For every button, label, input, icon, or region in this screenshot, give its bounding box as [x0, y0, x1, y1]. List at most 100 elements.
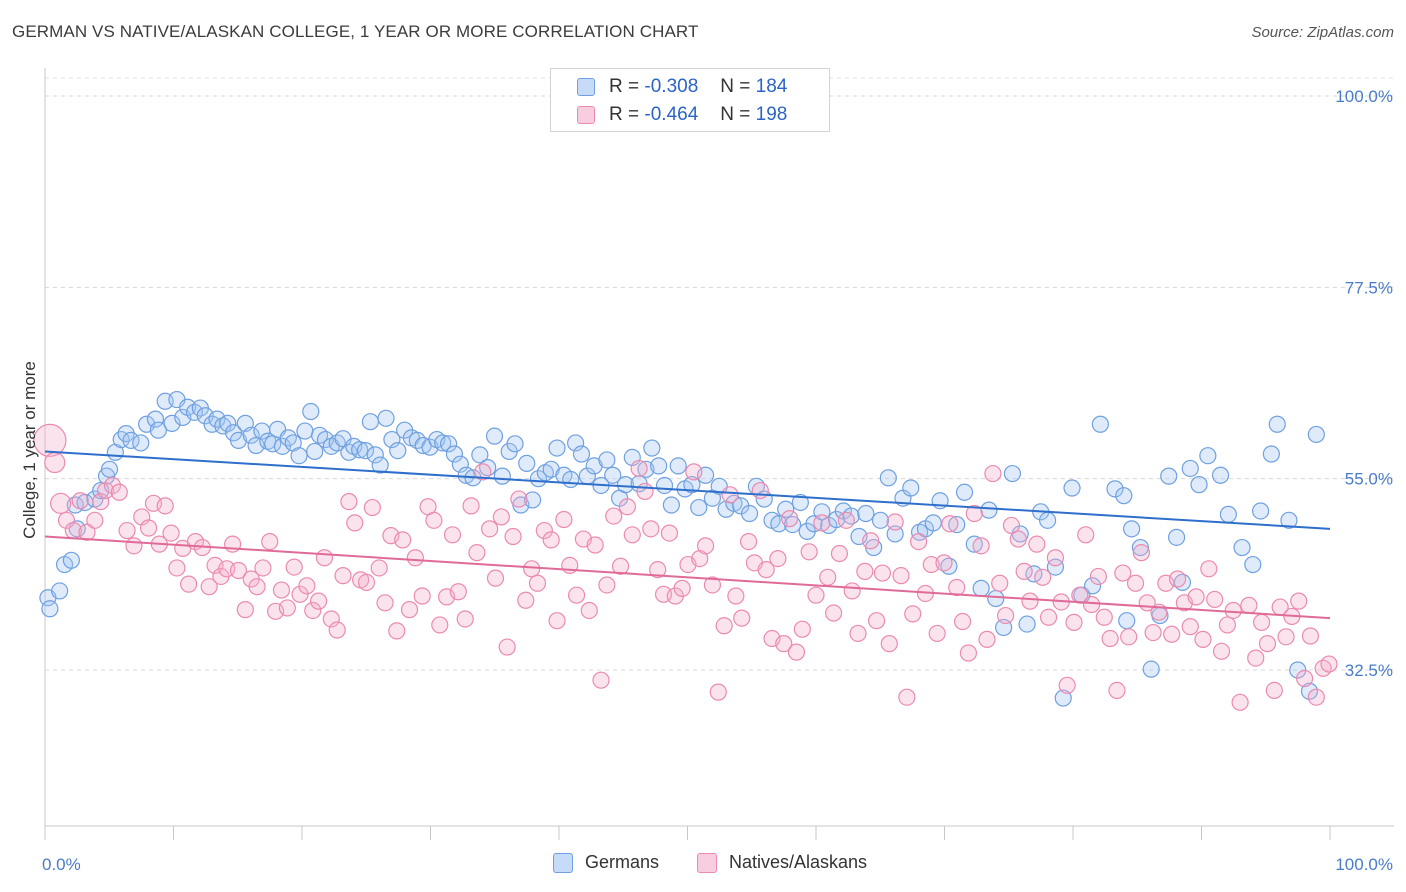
german-point [1280, 511, 1298, 529]
native-point [1247, 649, 1265, 667]
germans-swatch [553, 852, 573, 873]
german-point [1083, 577, 1102, 595]
german-point [122, 431, 140, 449]
r-value: -0.464 [644, 104, 699, 125]
native-point [1168, 570, 1187, 588]
native-point [1240, 596, 1258, 614]
german-point [1118, 612, 1136, 630]
german-point [434, 434, 452, 452]
native-point [156, 497, 174, 515]
native-point [800, 543, 818, 561]
german-point [1300, 682, 1319, 700]
legend-row-natives: R = -0.464 N = 198 [551, 101, 787, 129]
chart-title: GERMAN VS NATIVE/ALASKAN COLLEGE, 1 YEAR… [12, 22, 699, 41]
german-point [493, 467, 511, 485]
german-point [361, 413, 380, 431]
natives-points [33, 423, 1338, 711]
german-point [439, 435, 458, 453]
native-point [673, 579, 691, 597]
native-point [33, 423, 67, 457]
native-point [492, 508, 510, 526]
german-point [1199, 447, 1217, 465]
native-point [856, 562, 874, 580]
german-point [886, 525, 904, 543]
native-point [328, 621, 346, 639]
trend-lines [44, 450, 1331, 620]
native-point [413, 587, 431, 605]
german-point [296, 422, 314, 440]
native-point [357, 573, 376, 592]
german-point [572, 445, 591, 463]
german-point [1054, 689, 1072, 707]
native-point [1277, 628, 1295, 646]
german-point [669, 457, 687, 475]
native-point [125, 537, 143, 555]
native-point [775, 635, 793, 653]
native-point [1265, 681, 1283, 700]
y-tick-label: 55.0% [1345, 470, 1393, 489]
n-label: N = [720, 104, 751, 125]
native-point [660, 524, 679, 542]
native-point [630, 459, 648, 478]
native-point [984, 464, 1002, 483]
native-point [1126, 574, 1145, 592]
german-point [51, 582, 69, 600]
native-point [278, 599, 296, 617]
native-point [1252, 613, 1271, 631]
german-point [637, 460, 655, 478]
native-point [406, 549, 424, 567]
german-point [683, 476, 701, 494]
native-point [965, 504, 983, 523]
native-point [272, 581, 291, 599]
legend-item-germans: Germans [553, 852, 659, 873]
native-point [649, 561, 667, 579]
native-point [474, 463, 492, 481]
german-point [1038, 511, 1057, 529]
german-point [655, 476, 674, 495]
native-point [376, 594, 394, 612]
n-label: N = [720, 76, 751, 97]
native-point [910, 532, 928, 551]
german-point [214, 417, 232, 435]
native-point [787, 643, 806, 661]
native-point [542, 531, 560, 549]
german-point [965, 535, 983, 553]
tick-labels: 32.5% 55.0% 77.5% 100.0% 0.0% 100.0% College, … [20, 87, 1393, 874]
native-point [504, 527, 522, 546]
native-point [370, 559, 388, 577]
native-point [837, 511, 855, 529]
german-point [351, 441, 369, 459]
native-point [953, 612, 972, 631]
native-point [972, 537, 990, 555]
native-point [1320, 655, 1338, 673]
native-point [935, 554, 953, 572]
native-point [1015, 562, 1033, 580]
n-value: 198 [755, 104, 788, 125]
native-point [456, 610, 474, 628]
native-point [523, 560, 541, 578]
german-point [1190, 476, 1208, 494]
native-point [363, 498, 381, 517]
native-point [1108, 681, 1126, 700]
german-point [857, 504, 875, 523]
native-point [605, 507, 623, 525]
native-point [739, 532, 758, 551]
native-point [703, 576, 722, 594]
native-point [44, 451, 66, 474]
native-point [1307, 688, 1325, 706]
native-point [819, 568, 837, 586]
native-point [78, 523, 96, 541]
y-axis-label: College, 1 year or more [20, 361, 39, 539]
native-point [486, 569, 505, 587]
german-point [1025, 565, 1043, 583]
native-point [1231, 693, 1249, 711]
native-point [807, 586, 825, 604]
native-point [1224, 601, 1242, 620]
german-point [1046, 558, 1065, 576]
native-point [769, 550, 787, 568]
y-tick-label: 32.5% [1345, 661, 1393, 680]
native-point [862, 532, 880, 550]
natives-swatch [697, 852, 717, 873]
native-point [1065, 613, 1083, 631]
